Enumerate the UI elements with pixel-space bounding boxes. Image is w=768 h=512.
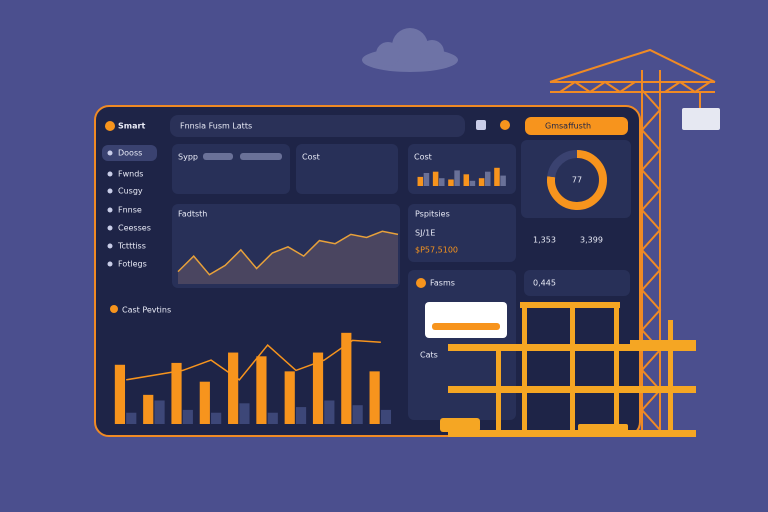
cloud — [362, 28, 458, 72]
pill — [203, 153, 233, 160]
code: SJ/1E — [415, 229, 435, 238]
brand-icon — [105, 121, 115, 131]
sidebar-item[interactable]: Tctttiss — [117, 242, 146, 251]
sidebar-item[interactable]: Cusgy — [118, 187, 143, 196]
label: Cats — [420, 351, 438, 360]
card — [172, 144, 290, 194]
sidebar-icon — [107, 261, 113, 267]
icon — [416, 278, 426, 288]
sidebar-item[interactable]: Fotlegs — [118, 260, 147, 269]
bar — [199, 381, 210, 424]
bar — [500, 175, 506, 186]
bar — [448, 179, 454, 186]
bar — [469, 180, 476, 186]
bar — [463, 174, 470, 186]
bar — [352, 405, 363, 424]
crane-load — [682, 108, 720, 130]
scaffolding — [440, 302, 696, 437]
card — [296, 144, 398, 194]
card — [408, 204, 516, 262]
bar — [295, 407, 307, 424]
sidebar-icon — [107, 188, 113, 194]
bar — [284, 371, 295, 424]
icon[interactable] — [476, 120, 486, 130]
bar — [324, 400, 335, 424]
popup-bar — [432, 323, 500, 330]
sidebar-item[interactable]: Fwnds — [118, 170, 143, 179]
area-line — [177, 230, 399, 276]
sidebar-icon — [107, 225, 113, 231]
bar — [454, 170, 460, 186]
amount: $P57,5100 — [415, 246, 458, 255]
bar — [211, 412, 222, 424]
bar — [417, 176, 424, 186]
sidebar-item[interactable]: Fnnse — [118, 206, 142, 215]
sidebar-item[interactable]: Ceesses — [118, 224, 151, 233]
card-title: Pspitsies — [415, 210, 450, 219]
bar — [126, 412, 137, 424]
badge-text: Gmsaffusth — [545, 122, 591, 131]
bar — [369, 371, 380, 424]
bar — [239, 403, 250, 424]
bar — [439, 178, 445, 186]
donut-label: 77 — [572, 176, 582, 185]
sidebar-icon — [107, 243, 113, 249]
search-box[interactable] — [170, 115, 465, 137]
card-title: Cost — [414, 153, 432, 162]
line — [126, 339, 381, 381]
donut-segment — [547, 150, 607, 210]
bar — [182, 409, 193, 424]
card-title: Cost — [302, 153, 320, 162]
sidebar-icon — [107, 207, 113, 213]
bar — [143, 394, 154, 424]
bar — [154, 400, 165, 424]
crane — [549, 48, 716, 436]
total: 3,399 — [580, 236, 603, 245]
bar — [228, 352, 239, 424]
bar — [171, 362, 182, 424]
card-title: Fadtsth — [178, 210, 207, 219]
badge[interactable] — [525, 117, 628, 135]
total: 1,353 — [533, 236, 556, 245]
card — [524, 270, 630, 296]
card-title: Fasms — [430, 279, 455, 288]
area — [178, 231, 398, 284]
bar — [114, 364, 126, 424]
card — [521, 140, 631, 218]
sidebar-icon — [107, 150, 113, 156]
bar — [312, 352, 324, 424]
bar — [478, 178, 485, 186]
bar — [485, 171, 491, 186]
brand: Smart — [118, 122, 145, 131]
pill — [240, 153, 282, 160]
total: 0,445 — [533, 279, 556, 288]
card-title: Sypp — [178, 153, 198, 162]
popup — [425, 302, 507, 338]
bar — [341, 332, 352, 424]
sidebar-active — [102, 145, 157, 161]
chart-title: Cast Pevtins — [122, 306, 171, 315]
donut-segment — [547, 150, 578, 178]
bar — [423, 173, 430, 186]
bar — [380, 409, 392, 424]
bar — [432, 171, 439, 186]
bar — [267, 412, 278, 424]
search-text: Fnnsla Fusm Latts — [180, 122, 252, 131]
bar — [494, 167, 500, 186]
icon[interactable] — [500, 120, 510, 130]
sidebar-item[interactable]: Dooss — [118, 149, 142, 158]
sidebar-icon — [107, 171, 113, 177]
icon — [110, 305, 118, 313]
card — [408, 144, 516, 194]
bar — [256, 356, 267, 424]
